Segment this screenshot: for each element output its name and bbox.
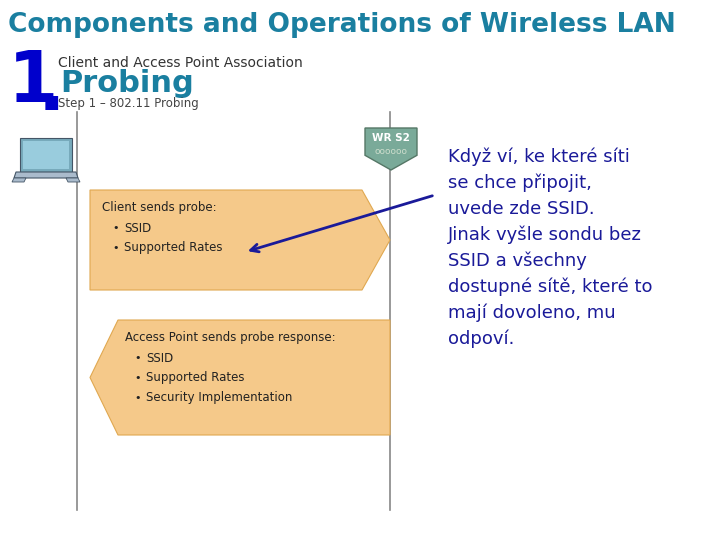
Polygon shape (90, 320, 390, 435)
Text: uvede zde SSID.: uvede zde SSID. (448, 200, 595, 218)
Text: Client and Access Point Association: Client and Access Point Association (58, 56, 302, 70)
Polygon shape (90, 190, 390, 290)
Text: odpoví.: odpoví. (448, 330, 514, 348)
Polygon shape (12, 178, 26, 182)
Text: Supported Rates: Supported Rates (124, 241, 222, 254)
Text: •: • (134, 373, 140, 383)
Text: Probing: Probing (60, 69, 194, 98)
Text: •: • (112, 243, 119, 253)
Polygon shape (14, 172, 78, 178)
Text: SSID a všechny: SSID a všechny (448, 252, 587, 271)
Polygon shape (23, 141, 69, 169)
Text: SSID: SSID (124, 221, 151, 234)
Text: Components and Operations of Wireless LAN: Components and Operations of Wireless LA… (8, 12, 676, 38)
Text: se chce připojit,: se chce připojit, (448, 174, 592, 192)
Text: Supported Rates: Supported Rates (146, 372, 245, 384)
Text: Jinak vyšle sondu bez: Jinak vyšle sondu bez (448, 226, 642, 245)
Text: Access Point sends probe response:: Access Point sends probe response: (125, 332, 336, 345)
Text: •: • (134, 353, 140, 363)
Text: Step 1 – 802.11 Probing: Step 1 – 802.11 Probing (58, 97, 199, 110)
Text: •: • (112, 223, 119, 233)
Text: .: . (38, 56, 66, 125)
Text: WR S2: WR S2 (372, 133, 410, 143)
Text: oooooo: oooooo (374, 147, 408, 157)
Text: Když ví, ke které síti: Když ví, ke které síti (448, 148, 630, 166)
Text: 1: 1 (8, 48, 58, 117)
Text: Client sends probe:: Client sends probe: (102, 201, 217, 214)
Text: dostupné sítě, které to: dostupné sítě, které to (448, 278, 652, 296)
Text: mají dovoleno, mu: mají dovoleno, mu (448, 304, 616, 322)
Text: •: • (134, 393, 140, 403)
Polygon shape (20, 138, 72, 172)
Polygon shape (66, 178, 80, 182)
Text: Security Implementation: Security Implementation (146, 392, 292, 404)
Polygon shape (365, 128, 417, 170)
Text: SSID: SSID (146, 352, 174, 365)
